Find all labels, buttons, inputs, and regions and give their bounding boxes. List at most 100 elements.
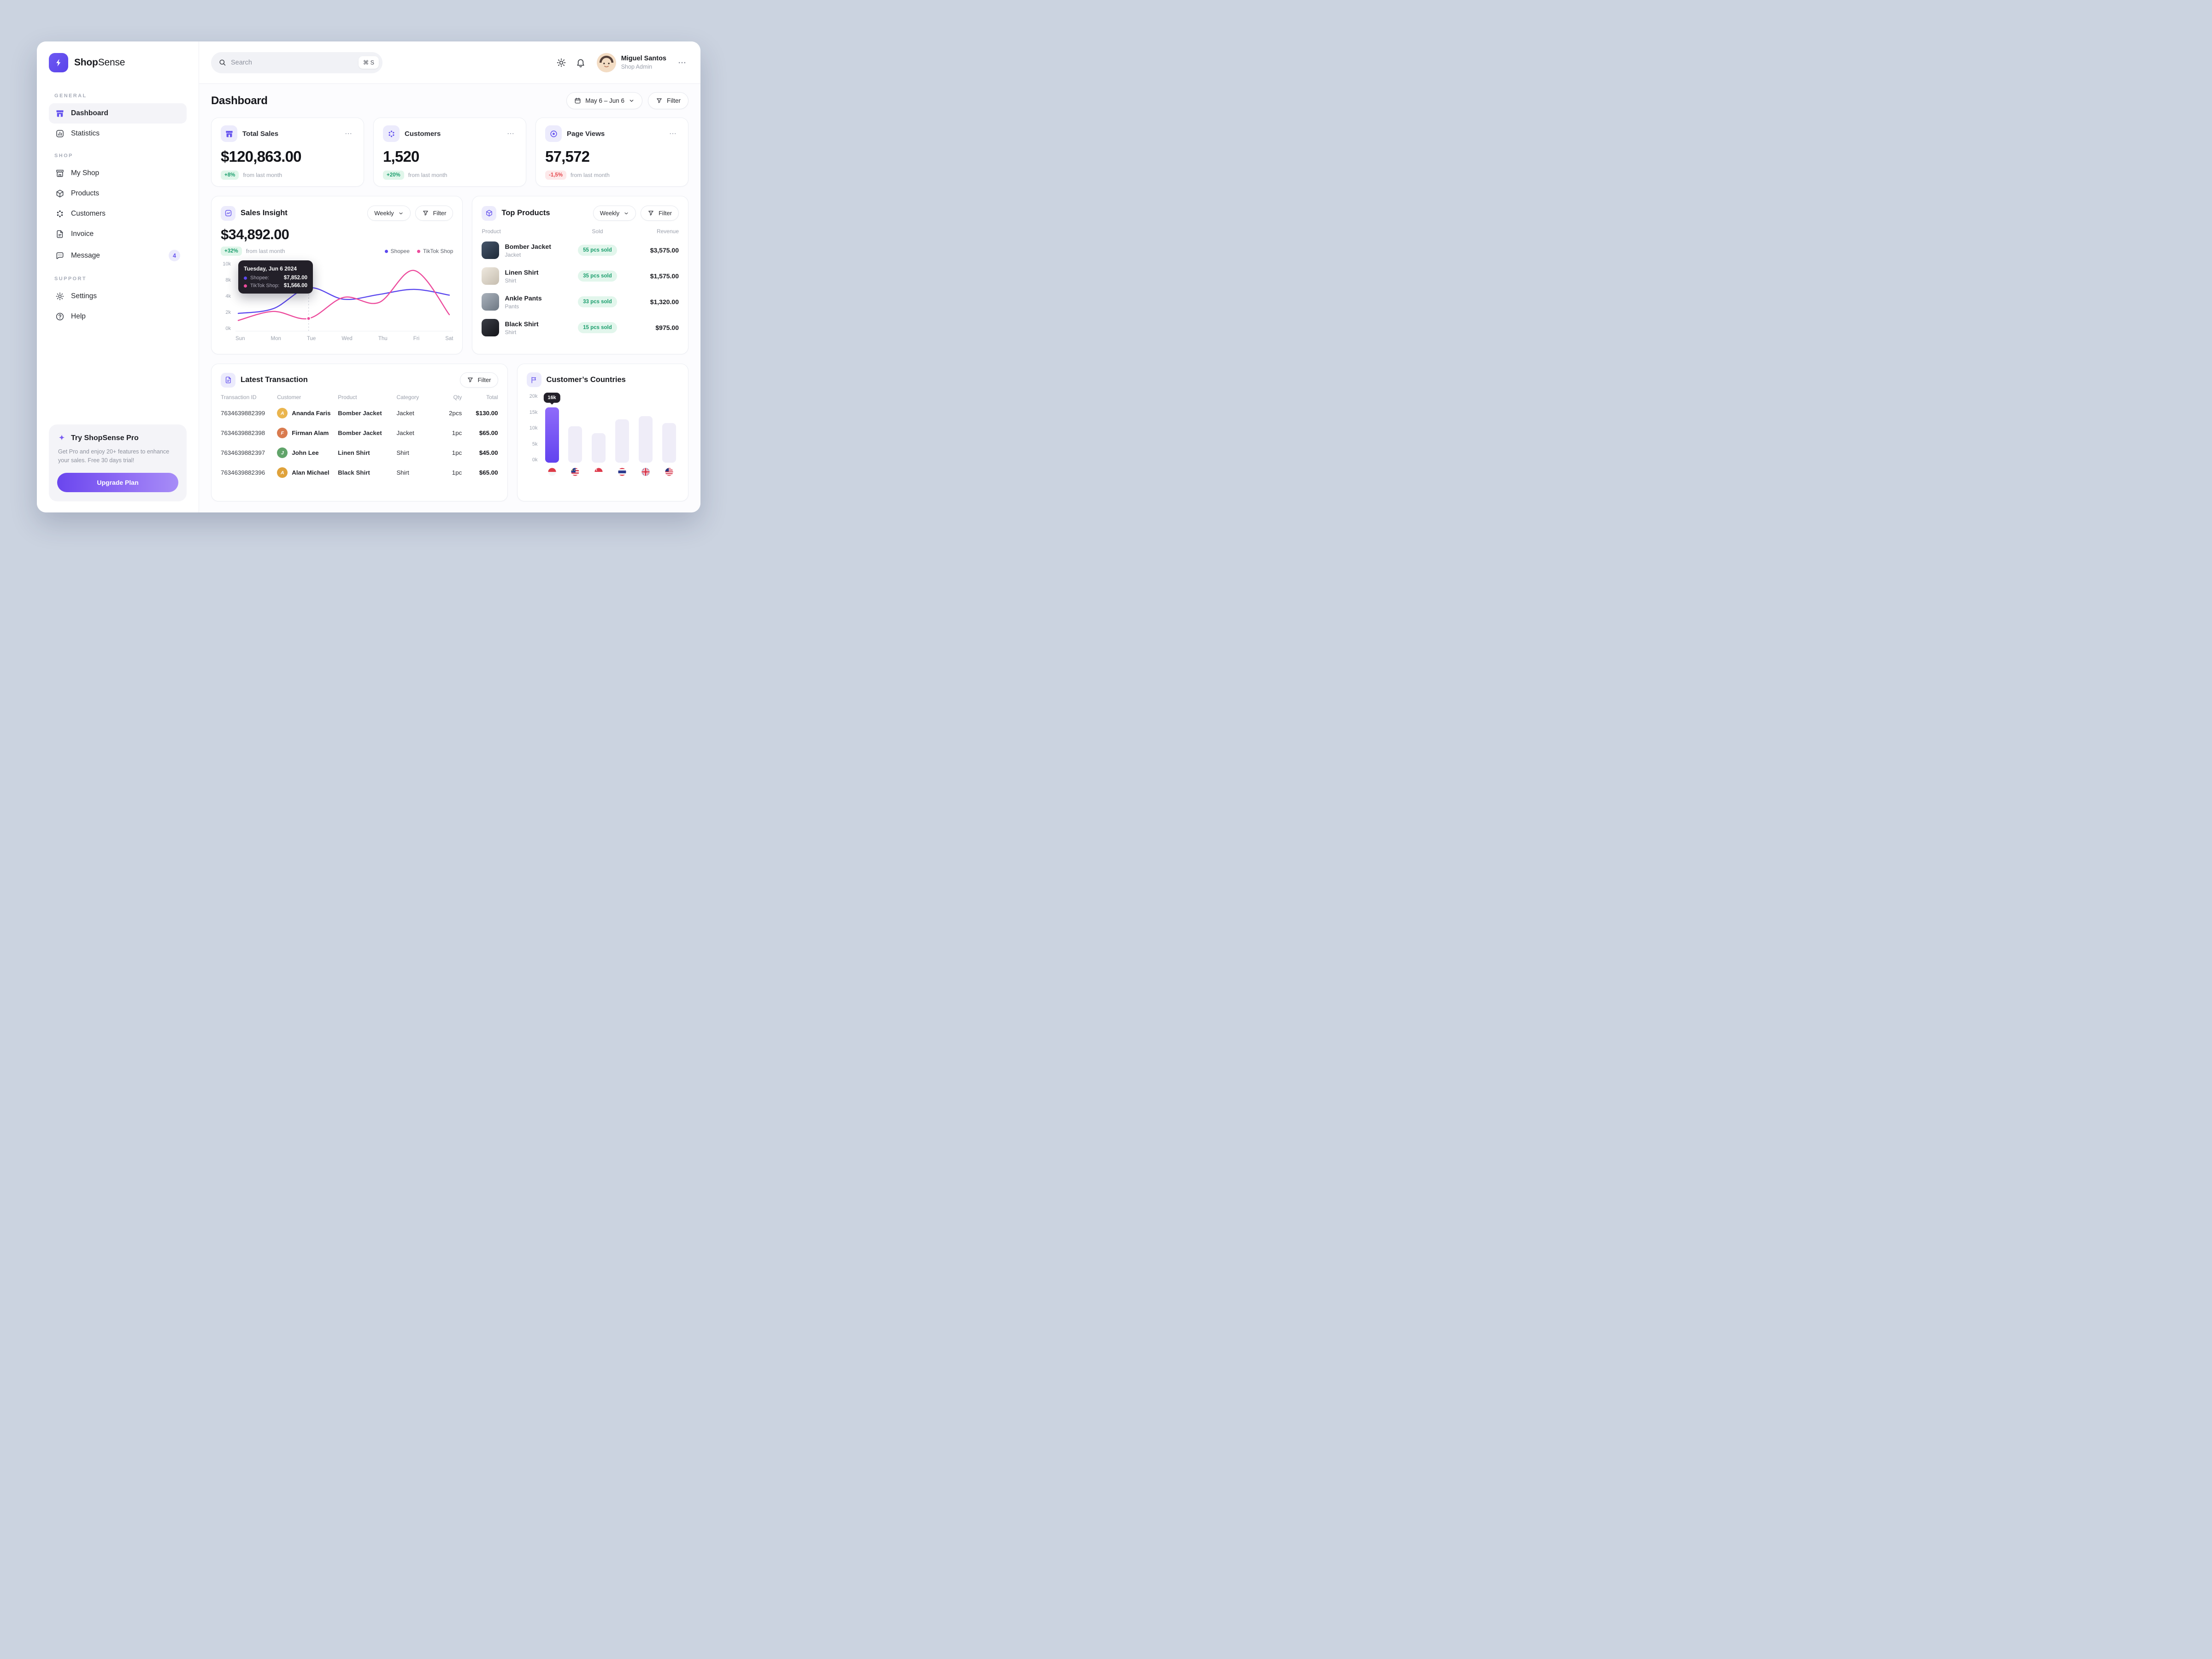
brand-name: ShopSense xyxy=(74,57,125,68)
transaction-row[interactable]: 7634639882398 F Firman Alam Bomber Jacket… xyxy=(221,423,498,443)
search-input[interactable] xyxy=(231,59,354,66)
product-category: Pants xyxy=(505,303,519,310)
country-bar-gb[interactable] xyxy=(639,416,653,463)
stat-note: from last month xyxy=(246,248,285,254)
sidebar-item-invoice[interactable]: Invoice xyxy=(49,224,187,244)
transactions-filter-button[interactable]: Filter xyxy=(459,372,498,388)
sidebar-item-message[interactable]: Message 4 xyxy=(49,244,187,267)
stat-value: 57,572 xyxy=(545,148,590,165)
gear-icon xyxy=(55,292,65,301)
country-bar-th[interactable] xyxy=(615,419,629,463)
product-row[interactable]: Linen Shirt Shirt 35 pcs sold $1,575.00 xyxy=(482,263,679,289)
ellipsis-icon xyxy=(507,133,514,135)
transaction-category: Shirt xyxy=(396,449,409,456)
page-filter-button[interactable]: Filter xyxy=(648,92,688,109)
date-range-button[interactable]: May 6 – Jun 6 xyxy=(566,92,642,109)
filter-icon xyxy=(422,210,429,217)
topbar: ⌘ S Miguel Santos Shop Admin xyxy=(199,41,700,84)
customer-avatar: J xyxy=(277,447,288,458)
product-name: Linen Shirt xyxy=(505,268,539,276)
transaction-qty: 1pc xyxy=(452,429,462,436)
dashboard-content: Dashboard May 6 – Jun 6 xyxy=(199,84,700,512)
countries-y-axis: 20k 15k 10k 5k 0k xyxy=(527,394,542,463)
upgrade-plan-button[interactable]: Upgrade Plan xyxy=(57,473,178,492)
sidebar-item-my-shop[interactable]: My Shop xyxy=(49,163,187,183)
sales-y-axis: 10k 8k 4k 2k 0k xyxy=(221,261,235,331)
products-filter-button[interactable]: Filter xyxy=(641,206,679,221)
sales-insight-icon xyxy=(221,206,235,221)
stat-note: from last month xyxy=(408,172,447,178)
sidebar-item-customers[interactable]: Customers xyxy=(49,204,187,224)
axis-tick: 20k xyxy=(529,394,538,399)
product-revenue: $1,575.00 xyxy=(650,272,679,280)
sidebar-item-help[interactable]: Help xyxy=(49,306,187,327)
legend-label: Shopee xyxy=(390,248,410,254)
products-period-select[interactable]: Weekly xyxy=(593,206,636,221)
product-row[interactable]: Ankle Pants Pants 33 pcs sold $1,320.00 xyxy=(482,289,679,315)
legend-label: TikTok Shop xyxy=(423,248,453,254)
transaction-product: Black Shirt xyxy=(338,469,370,476)
axis-tick: 0k xyxy=(532,457,538,463)
card-menu-button[interactable] xyxy=(667,128,679,140)
country-bar-my[interactable] xyxy=(568,426,582,463)
card-menu-button[interactable] xyxy=(505,128,517,140)
column-header: Product xyxy=(338,394,357,400)
product-row[interactable]: Black Shirt Shirt 15 pcs sold $975.00 xyxy=(482,315,679,341)
customer-avatar: A xyxy=(277,408,288,418)
message-icon xyxy=(55,251,65,260)
country-bar-id[interactable]: 16k xyxy=(543,393,560,463)
topbar-more-button[interactable] xyxy=(676,56,688,69)
sales-filter-button[interactable]: Filter xyxy=(415,206,453,221)
theme-toggle-button[interactable] xyxy=(556,58,566,68)
ellipsis-icon xyxy=(345,133,352,135)
sidebar-item-products[interactable]: Products xyxy=(49,183,187,204)
statistics-icon xyxy=(55,129,65,138)
transaction-row[interactable]: 7634639882399 A Ananda Faris Bomber Jacke… xyxy=(221,403,498,423)
sales-period-select[interactable]: Weekly xyxy=(367,206,411,221)
sun-icon xyxy=(557,58,565,67)
product-category: Shirt xyxy=(505,277,517,284)
chevron-down-icon xyxy=(624,211,629,216)
product-row[interactable]: Bomber Jacket Jacket 55 pcs sold $3,575.0… xyxy=(482,237,679,263)
sidebar-section-general: GENERAL xyxy=(54,93,87,99)
transaction-product: Linen Shirt xyxy=(338,449,370,456)
sidebar-item-label: Invoice xyxy=(71,230,94,238)
sidebar-item-dashboard[interactable]: Dashboard xyxy=(49,103,187,124)
product-thumbnail xyxy=(482,293,500,311)
axis-tick: 2k xyxy=(225,310,231,315)
sidebar-item-label: Message xyxy=(71,251,100,259)
product-revenue: $975.00 xyxy=(655,324,679,331)
notifications-button[interactable] xyxy=(576,58,586,68)
ellipsis-icon xyxy=(670,133,676,135)
search-bar[interactable]: ⌘ S xyxy=(211,52,382,73)
transaction-total: $65.00 xyxy=(479,469,498,476)
sidebar-item-statistics[interactable]: Statistics xyxy=(49,124,187,144)
user-menu[interactable]: Miguel Santos Shop Admin xyxy=(596,53,666,72)
sparkle-icon xyxy=(59,435,65,441)
mid-row: Sales Insight Weekly xyxy=(211,196,688,354)
product-name: Black Shirt xyxy=(505,320,539,328)
transaction-row[interactable]: 7634639882396 A Alan Michael Black Shirt … xyxy=(221,463,498,482)
axis-tick: 10k xyxy=(223,261,231,267)
product-category: Jacket xyxy=(505,251,521,258)
card-title: Customer’s Countries xyxy=(546,375,626,384)
sold-badge: 55 pcs sold xyxy=(578,245,617,256)
user-avatar[interactable] xyxy=(596,53,616,72)
product-name: Bomber Jacket xyxy=(505,242,551,250)
top-products-card: Top Products Weekly xyxy=(472,196,688,354)
transaction-row[interactable]: 7634639882397 J John Lee Linen Shirt Shir… xyxy=(221,443,498,463)
card-title: Sales Insight xyxy=(241,209,288,217)
sidebar-item-settings[interactable]: Settings xyxy=(49,286,187,306)
sold-badge: 35 pcs sold xyxy=(578,271,617,282)
customer-name: Alan Michael xyxy=(292,469,329,476)
promo-card: Try ShopSense Pro Get Pro and enjoy 20+ … xyxy=(49,424,187,501)
country-bar-sg[interactable] xyxy=(592,433,606,463)
transaction-qty: 1pc xyxy=(452,449,462,456)
shopsense-logo-icon xyxy=(49,53,68,72)
tooltip-value: $7,852.00 xyxy=(283,275,307,281)
user-name: Miguel Santos xyxy=(621,55,666,62)
country-bar-us[interactable] xyxy=(662,423,676,463)
page-views-icon xyxy=(545,125,562,142)
card-menu-button[interactable] xyxy=(342,128,354,140)
transaction-category: Jacket xyxy=(396,429,414,436)
